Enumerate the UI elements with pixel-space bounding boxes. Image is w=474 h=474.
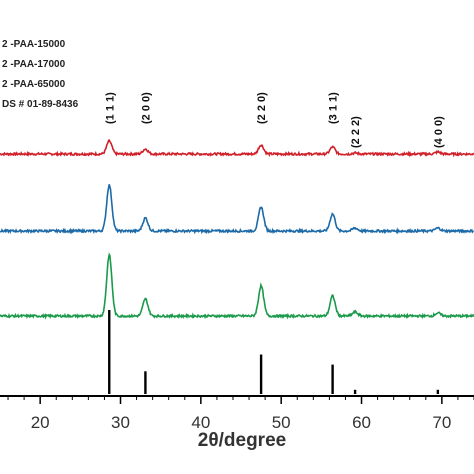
x-axis-ticks: 20 30 40 50 60 70 — [7, 396, 474, 432]
x-tick-label-60: 60 — [352, 413, 371, 432]
legend: 2 -PAA-15000 2 -PAA-17000 2 -PAA-65000 D… — [2, 39, 79, 110]
hkl-label-6: (4 0 0) — [433, 116, 445, 148]
reference-lines — [108, 310, 440, 394]
x-tick-label-70: 70 — [432, 413, 451, 432]
legend-entry-4: DS # 01-89-8436 — [2, 99, 79, 110]
x-tick-label-40: 40 — [191, 413, 210, 432]
legend-entry-2: 2 -PAA-17000 — [2, 59, 66, 70]
hkl-label-5: (2 2 2) — [350, 116, 362, 148]
series-lines — [0, 139, 474, 320]
hkl-label-2: (2 0 0) — [140, 92, 152, 124]
series-line-3 — [0, 252, 474, 320]
x-tick-label-50: 50 — [272, 413, 291, 432]
series-line-1 — [0, 139, 474, 158]
series-line-2 — [0, 184, 474, 235]
x-tick-label-20: 20 — [31, 413, 50, 432]
x-tick-label-30: 30 — [111, 413, 130, 432]
hkl-labels: (1 1 1) (2 0 0) (2 2 0) (3 1 1) (2 2 2) (4 0 … — [104, 92, 445, 148]
hkl-label-4: (3 1 1) — [328, 92, 340, 124]
x-axis-title: 2θ/degree — [198, 430, 286, 451]
legend-entry-3: 2 -PAA-65000 — [2, 79, 66, 90]
hkl-label-3: (2 2 0) — [256, 92, 268, 124]
legend-entry-1: 2 -PAA-15000 — [2, 39, 66, 50]
hkl-label-1: (1 1 1) — [104, 92, 116, 124]
